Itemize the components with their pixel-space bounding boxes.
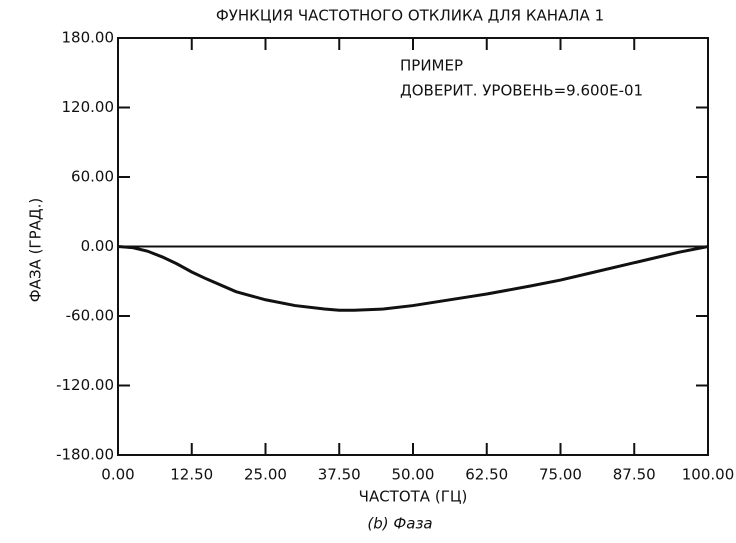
y-tick-label: 180.00 — [62, 29, 115, 47]
y-tick-label: 120.00 — [62, 98, 115, 116]
y-tick-label: -120.00 — [56, 376, 114, 394]
chart-title: ФУНКЦИЯ ЧАСТОТНОГО ОТКЛИКА ДЛЯ КАНАЛА 1 — [216, 7, 604, 25]
y-tick-label: -60.00 — [66, 307, 114, 325]
y-tick-label: 60.00 — [71, 168, 114, 186]
x-tick-label: 37.50 — [318, 466, 361, 484]
x-tick-label: 100.00 — [682, 466, 735, 484]
x-tick-label: 87.50 — [613, 466, 656, 484]
x-tick-label: 0.00 — [101, 466, 134, 484]
x-tick-label: 50.00 — [392, 466, 435, 484]
x-tick-label: 75.00 — [539, 466, 582, 484]
y-tick-label: 0.00 — [81, 237, 114, 255]
y-tick-label: -180.00 — [56, 446, 114, 464]
caption: (b) Фаза — [367, 515, 432, 533]
x-tick-label: 25.00 — [244, 466, 287, 484]
x-axis-label: ЧАСТОТА (ГЦ) — [359, 488, 468, 506]
annotation: ДОВЕРИТ. УРОВЕНЬ=9.600E-01 — [400, 82, 643, 100]
y-axis-label: ФАЗА (ГРАД.) — [27, 198, 45, 302]
annotation: ПРИМЕР — [400, 57, 463, 75]
x-tick-label: 62.50 — [465, 466, 508, 484]
x-tick-label: 12.50 — [170, 466, 213, 484]
line-series — [117, 245, 709, 312]
